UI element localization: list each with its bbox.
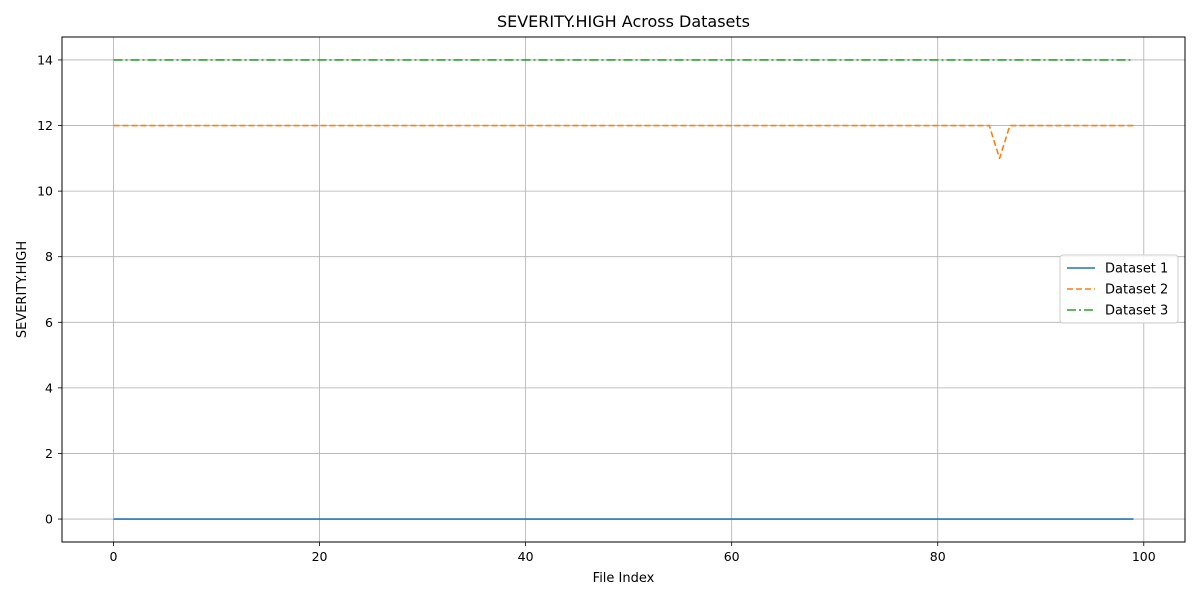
plot-frame bbox=[61, 36, 1186, 543]
x-tick-label: 40 bbox=[518, 549, 534, 564]
y-tick-label: 10 bbox=[37, 184, 53, 199]
y-tick-label: 8 bbox=[45, 249, 53, 264]
y-tick-label: 4 bbox=[45, 380, 53, 395]
legend: Dataset 1 Dataset 2 Dataset 3 bbox=[1059, 254, 1179, 324]
y-axis-title: SEVERITY.HIGH bbox=[15, 241, 30, 338]
grid bbox=[62, 37, 1185, 542]
x-tick-label: 60 bbox=[724, 549, 740, 564]
x-tick-label: 80 bbox=[930, 549, 946, 564]
legend-label-2: Dataset 2 bbox=[1105, 283, 1168, 298]
series-line-2 bbox=[113, 124, 1134, 160]
axis-ticks: 0 20 40 60 80 100 0 2 4 6 8 10 12 14 bbox=[37, 52, 1156, 564]
x-tick-label: 100 bbox=[1132, 549, 1156, 564]
y-tick-label: 6 bbox=[45, 315, 53, 330]
legend-box bbox=[1059, 254, 1179, 324]
x-tick-label: 0 bbox=[110, 549, 118, 564]
x-axis-title: File Index bbox=[593, 571, 655, 586]
legend-label-1: Dataset 1 bbox=[1105, 262, 1168, 277]
legend-label-3: Dataset 3 bbox=[1105, 304, 1168, 319]
x-tick-label: 20 bbox=[312, 549, 328, 564]
series-lines bbox=[113, 59, 1134, 520]
y-tick-label: 2 bbox=[45, 446, 53, 461]
y-tick-label: 0 bbox=[45, 512, 53, 527]
y-tick-label: 14 bbox=[37, 52, 53, 67]
y-tick-label: 12 bbox=[37, 118, 53, 133]
chart-title: SEVERITY.HIGH Across Datasets bbox=[497, 12, 750, 31]
